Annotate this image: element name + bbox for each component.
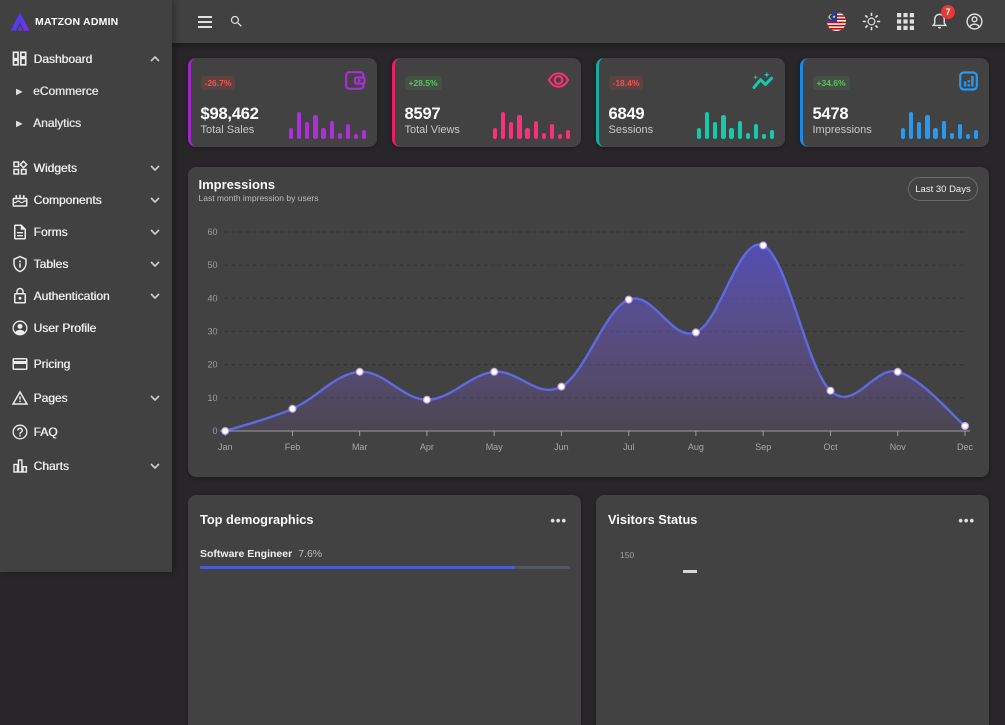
svg-text:0: 0	[212, 426, 217, 436]
svg-text:60: 60	[207, 227, 217, 237]
svg-text:Jun: Jun	[554, 442, 569, 452]
svg-text:Oct: Oct	[823, 442, 838, 452]
svg-text:Dec: Dec	[957, 442, 974, 452]
svg-text:Jul: Jul	[623, 442, 635, 452]
svg-text:50: 50	[207, 260, 217, 270]
svg-text:30: 30	[207, 327, 217, 337]
svg-text:Jan: Jan	[218, 442, 233, 452]
svg-text:40: 40	[207, 293, 217, 303]
svg-text:10: 10	[207, 393, 217, 403]
svg-text:Nov: Nov	[890, 442, 907, 452]
svg-text:Mar: Mar	[352, 442, 368, 452]
svg-text:May: May	[486, 442, 504, 452]
svg-text:Apr: Apr	[420, 442, 434, 452]
svg-text:Feb: Feb	[285, 442, 301, 452]
svg-text:Sep: Sep	[755, 442, 771, 452]
svg-text:20: 20	[207, 360, 217, 370]
svg-text:Aug: Aug	[688, 442, 704, 452]
